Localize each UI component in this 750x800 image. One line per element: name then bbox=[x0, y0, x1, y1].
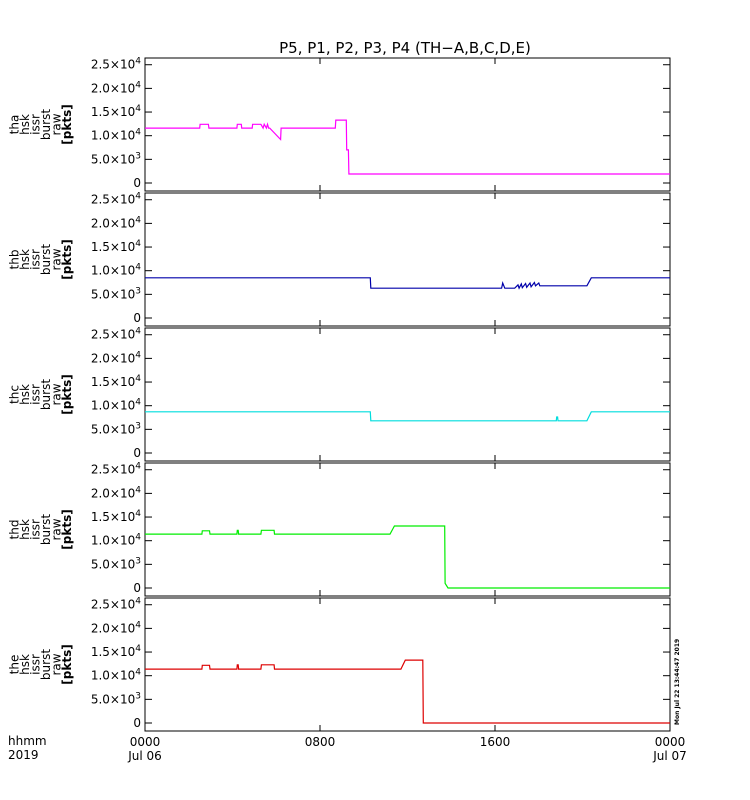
y-tick-label: 2.5×104 bbox=[91, 327, 141, 342]
y-tick-label: 0 bbox=[133, 311, 141, 325]
y-tick-label: 2.0×104 bbox=[91, 350, 141, 365]
panel-tha: 0 5.0×103 1.0×104 1.5×104 2.0×104 2.5×104 thah… bbox=[8, 57, 671, 192]
y-axis-label-line: [pkts] bbox=[60, 104, 74, 144]
x-tick-label: 1600 bbox=[480, 735, 511, 749]
y-tick-label: 5.0×103 bbox=[91, 556, 141, 571]
series-line-thc bbox=[145, 411, 670, 422]
panel-the: 0 5.0×103 1.0×104 1.5×104 2.0×104 2.5×104 theh… bbox=[8, 597, 671, 732]
panel-frame bbox=[144, 327, 671, 462]
y-tick-label: 1.0×104 bbox=[91, 128, 141, 143]
y-axis-label-line: [pkts] bbox=[60, 644, 74, 684]
y-tick-label: 5.0×103 bbox=[91, 286, 141, 301]
y-axis-label-line: hsk bbox=[18, 654, 32, 675]
y-axis-label-line: raw bbox=[50, 518, 64, 540]
y-axis-label-line: burst bbox=[39, 244, 53, 275]
y-axis-label-line: [pkts] bbox=[60, 509, 74, 549]
y-tick-label: 1.0×104 bbox=[91, 668, 141, 683]
y-tick-label: 5.0×103 bbox=[91, 151, 141, 166]
y-tick-label: 0 bbox=[133, 581, 141, 595]
y-tick-label: 0 bbox=[133, 176, 141, 190]
y-axis-label-line: raw bbox=[50, 383, 64, 405]
y-tick-label: 2.5×104 bbox=[91, 462, 141, 477]
x-axis-row-label-1: hhmm bbox=[8, 734, 47, 748]
y-tick-label: 2.5×104 bbox=[91, 57, 141, 72]
x-tick-date-label: Jul 06 bbox=[127, 749, 162, 763]
series-line-thb bbox=[145, 277, 670, 290]
y-axis-label-line: [pkts] bbox=[60, 239, 74, 279]
y-axis-label-line: issr bbox=[29, 519, 43, 540]
y-axis-label-line: issr bbox=[29, 654, 43, 675]
y-tick-label: 2.0×104 bbox=[91, 620, 141, 635]
timestamp: Mon Jul 22 13:44:47 2019 bbox=[674, 639, 681, 725]
y-axis-label-line: burst bbox=[39, 514, 53, 545]
panel-frame bbox=[144, 57, 671, 192]
y-tick-label: 1.5×104 bbox=[91, 104, 141, 119]
y-axis-label-line: thc bbox=[8, 385, 22, 404]
series-line-thd bbox=[145, 525, 670, 589]
y-axis-label-line: issr bbox=[29, 114, 43, 135]
y-tick-label: 0 bbox=[133, 716, 141, 730]
y-axis-label-line: raw bbox=[50, 113, 64, 135]
chart-title: P5, P1, P2, P3, P4 (TH−A,B,C,D,E) bbox=[279, 39, 531, 57]
x-tick-label: 0000 bbox=[130, 735, 161, 749]
panel-frame bbox=[144, 462, 671, 597]
y-tick-label: 2.0×104 bbox=[91, 215, 141, 230]
y-tick-label: 1.5×104 bbox=[91, 644, 141, 659]
y-tick-label: 5.0×103 bbox=[91, 691, 141, 706]
y-axis-label-line: burst bbox=[39, 109, 53, 140]
x-axis-row-label-2: 2019 bbox=[8, 748, 39, 762]
y-axis-label-line: thb bbox=[8, 250, 22, 270]
y-tick-label: 1.5×104 bbox=[91, 509, 141, 524]
y-tick-label: 5.0×103 bbox=[91, 421, 141, 436]
y-tick-label: 1.0×104 bbox=[91, 398, 141, 413]
y-axis-label-line: the bbox=[8, 655, 22, 675]
panel-thb: 0 5.0×103 1.0×104 1.5×104 2.0×104 2.5×104 thbh… bbox=[8, 192, 671, 327]
panel-thd: 0 5.0×103 1.0×104 1.5×104 2.0×104 2.5×104 thdh… bbox=[8, 462, 671, 597]
y-axis-label-line: hsk bbox=[18, 519, 32, 540]
panels: 05.0×1031.0×1041.5×1042.0×1042.5×104thah… bbox=[8, 57, 671, 732]
series-line-tha bbox=[145, 119, 670, 175]
x-tick-label: 0000 bbox=[655, 735, 686, 749]
y-axis-label-line: hsk bbox=[18, 114, 32, 135]
y-axis-label-line: issr bbox=[29, 249, 43, 270]
y-tick-label: 2.0×104 bbox=[91, 80, 141, 95]
y-tick-label: 1.0×104 bbox=[91, 533, 141, 548]
y-tick-label: 1.5×104 bbox=[91, 374, 141, 389]
y-tick-label: 0 bbox=[133, 446, 141, 460]
x-tick-label: 0800 bbox=[305, 735, 336, 749]
series-line-the bbox=[145, 659, 670, 724]
x-tick-date-label: Jul 07 bbox=[652, 749, 687, 763]
y-axis-label-line: raw bbox=[50, 653, 64, 675]
y-axis-label-line: issr bbox=[29, 384, 43, 405]
y-axis-label-line: burst bbox=[39, 649, 53, 680]
y-tick-label: 2.0×104 bbox=[91, 485, 141, 500]
y-tick-label: 2.5×104 bbox=[91, 192, 141, 207]
panel-frame bbox=[144, 597, 671, 732]
y-tick-label: 1.0×104 bbox=[91, 263, 141, 278]
panel-thc: 0 5.0×103 1.0×104 1.5×104 2.0×104 2.5×104 thch… bbox=[8, 327, 671, 462]
y-tick-label: 2.5×104 bbox=[91, 597, 141, 612]
y-axis-label-line: raw bbox=[50, 248, 64, 270]
y-axis-label-line: hsk bbox=[18, 384, 32, 405]
y-axis-label-line: thd bbox=[8, 520, 22, 540]
panel-frame bbox=[144, 192, 671, 327]
y-tick-label: 1.5×104 bbox=[91, 239, 141, 254]
y-axis-label-line: burst bbox=[39, 379, 53, 410]
y-axis-label-line: tha bbox=[8, 115, 22, 135]
y-axis-label-line: [pkts] bbox=[60, 374, 74, 414]
y-axis-label-line: hsk bbox=[18, 249, 32, 270]
